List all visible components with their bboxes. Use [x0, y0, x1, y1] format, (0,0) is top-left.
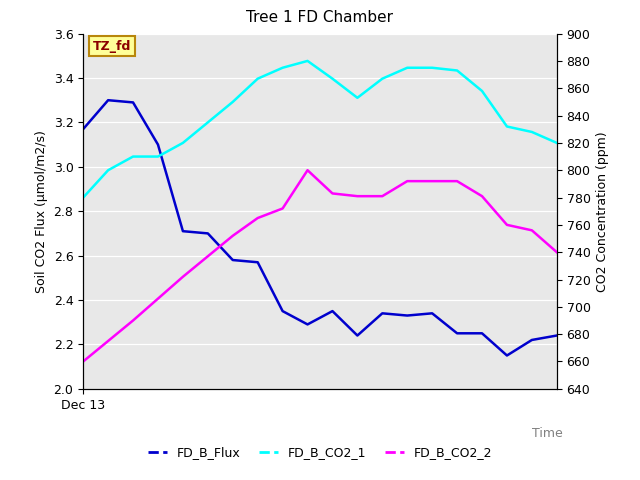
FD_B_Flux	[204, 230, 212, 236]
FD_B_Flux	[154, 142, 162, 147]
FD_B_CO2_2	[403, 178, 411, 184]
Title: Tree 1 FD Chamber: Tree 1 FD Chamber	[246, 11, 394, 25]
FD_B_CO2_2	[428, 178, 436, 184]
FD_B_CO2_1	[503, 124, 511, 130]
FD_B_CO2_1	[254, 76, 262, 82]
FD_B_Flux	[378, 311, 386, 316]
Y-axis label: Soil CO2 Flux (μmol/m2/s): Soil CO2 Flux (μmol/m2/s)	[35, 130, 48, 293]
FD_B_CO2_2	[304, 168, 312, 173]
FD_B_CO2_1	[553, 140, 561, 146]
FD_B_Flux	[279, 308, 287, 314]
FD_B_CO2_1	[428, 65, 436, 71]
FD_B_CO2_1	[279, 65, 287, 71]
FD_B_CO2_2	[503, 222, 511, 228]
FD_B_CO2_1	[328, 76, 336, 82]
FD_B_CO2_1	[179, 140, 187, 146]
FD_B_CO2_2	[279, 205, 287, 211]
FD_B_Flux	[503, 353, 511, 359]
FD_B_Flux	[179, 228, 187, 234]
FD_B_CO2_2	[204, 253, 212, 259]
FD_B_CO2_1	[403, 65, 411, 71]
FD_B_CO2_1	[129, 154, 137, 159]
FD_B_CO2_2	[229, 233, 237, 239]
FD_B_CO2_2	[179, 274, 187, 280]
FD_B_CO2_2	[378, 193, 386, 199]
FD_B_Flux	[353, 333, 361, 338]
FD_B_CO2_1	[79, 195, 87, 201]
FD_B_CO2_2	[154, 296, 162, 301]
FD_B_Flux	[403, 312, 411, 318]
FD_B_CO2_2	[254, 215, 262, 221]
FD_B_CO2_2	[129, 318, 137, 324]
Line: FD_B_CO2_2: FD_B_CO2_2	[83, 170, 557, 361]
FD_B_CO2_1	[353, 95, 361, 101]
FD_B_Flux	[553, 333, 561, 338]
FD_B_Flux	[453, 330, 461, 336]
FD_B_CO2_2	[328, 191, 336, 196]
Line: FD_B_CO2_1: FD_B_CO2_1	[83, 61, 557, 198]
Text: Time: Time	[532, 427, 563, 440]
FD_B_CO2_1	[229, 99, 237, 105]
FD_B_Flux	[254, 259, 262, 265]
FD_B_CO2_1	[453, 68, 461, 73]
FD_B_Flux	[79, 126, 87, 132]
FD_B_CO2_2	[453, 178, 461, 184]
FD_B_CO2_2	[79, 359, 87, 364]
FD_B_CO2_2	[104, 338, 112, 344]
FD_B_Flux	[129, 99, 137, 105]
FD_B_CO2_2	[353, 193, 361, 199]
FD_B_Flux	[304, 322, 312, 327]
FD_B_CO2_2	[553, 249, 561, 255]
FD_B_CO2_2	[528, 228, 536, 233]
FD_B_Flux	[104, 97, 112, 103]
FD_B_Flux	[328, 308, 336, 314]
Legend: FD_B_Flux, FD_B_CO2_1, FD_B_CO2_2: FD_B_Flux, FD_B_CO2_1, FD_B_CO2_2	[143, 441, 497, 464]
Text: TZ_fd: TZ_fd	[93, 39, 131, 53]
FD_B_Flux	[229, 257, 237, 263]
Y-axis label: CO2 Concentration (ppm): CO2 Concentration (ppm)	[596, 131, 609, 291]
FD_B_Flux	[478, 330, 486, 336]
FD_B_CO2_1	[378, 76, 386, 82]
FD_B_CO2_1	[304, 58, 312, 64]
Line: FD_B_Flux: FD_B_Flux	[83, 100, 557, 356]
FD_B_CO2_1	[528, 129, 536, 135]
FD_B_CO2_1	[204, 120, 212, 125]
FD_B_Flux	[428, 311, 436, 316]
FD_B_CO2_2	[478, 193, 486, 199]
FD_B_Flux	[528, 337, 536, 343]
FD_B_CO2_1	[478, 88, 486, 94]
FD_B_CO2_1	[104, 168, 112, 173]
FD_B_CO2_1	[154, 154, 162, 159]
